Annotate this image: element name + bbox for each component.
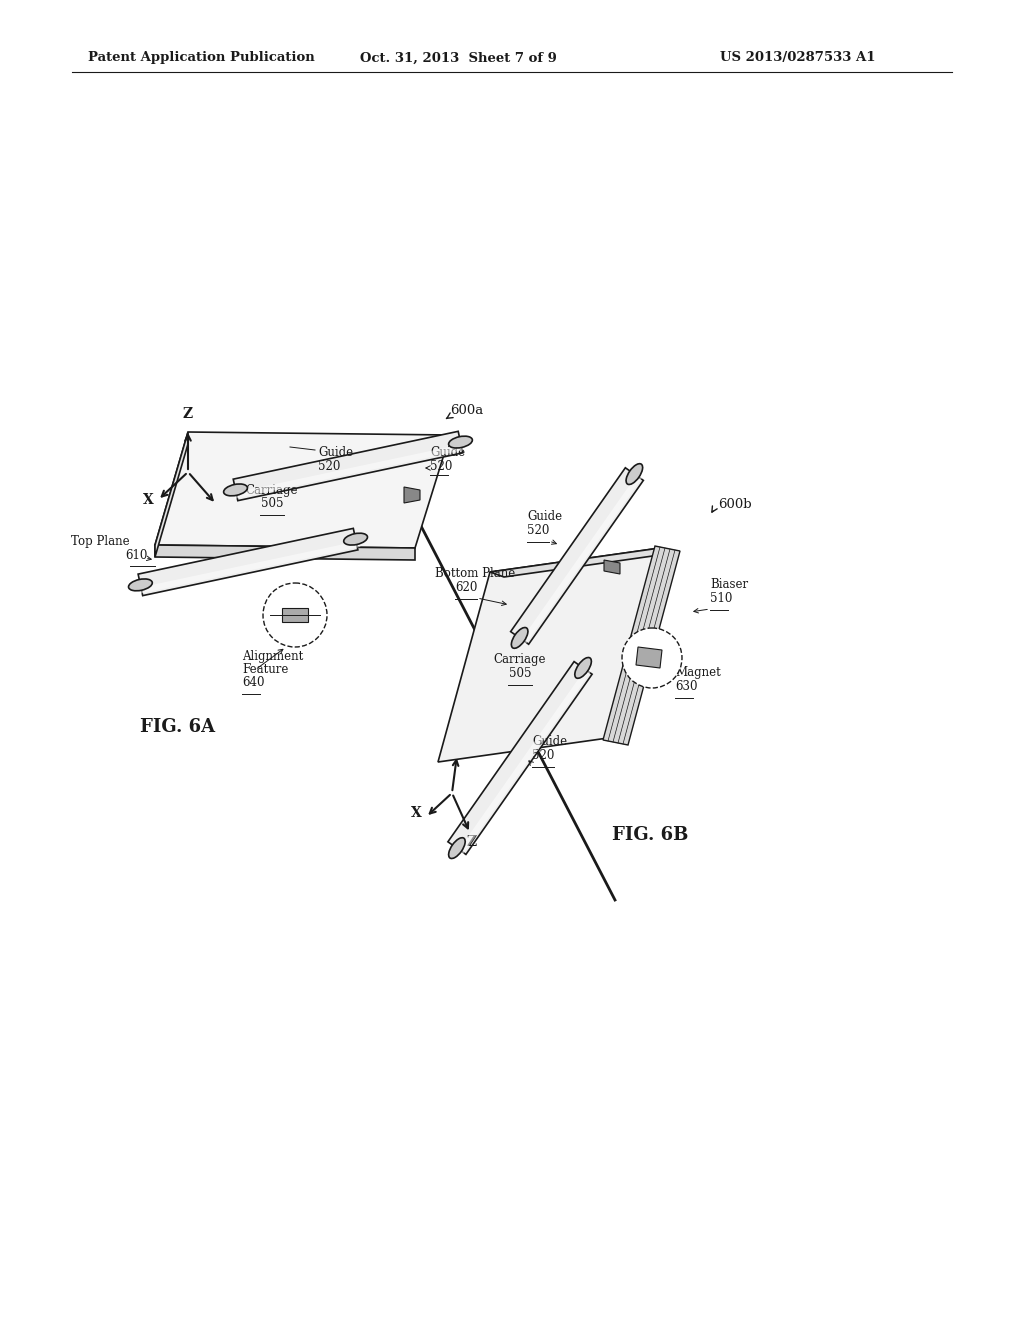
Polygon shape	[603, 546, 680, 744]
Text: Guide: Guide	[532, 735, 567, 748]
Polygon shape	[490, 548, 674, 577]
Text: 520: 520	[318, 461, 340, 474]
Text: Top Plane: Top Plane	[72, 535, 130, 548]
Polygon shape	[511, 467, 643, 644]
Text: 510: 510	[710, 591, 732, 605]
Ellipse shape	[449, 838, 465, 858]
Circle shape	[263, 583, 327, 647]
Polygon shape	[155, 432, 450, 548]
Text: Biaser: Biaser	[710, 578, 749, 591]
Text: 630: 630	[675, 680, 697, 693]
Polygon shape	[404, 487, 420, 503]
Text: Magnet: Magnet	[675, 667, 721, 678]
Polygon shape	[604, 560, 620, 574]
Ellipse shape	[626, 463, 643, 484]
Text: Patent Application Publication: Patent Application Publication	[88, 51, 314, 65]
Text: FIG. 6A: FIG. 6A	[140, 718, 216, 737]
Text: Z: Z	[183, 407, 194, 421]
Ellipse shape	[344, 533, 368, 545]
Text: 610: 610	[126, 549, 148, 562]
Text: 620: 620	[455, 581, 477, 594]
Text: 505: 505	[509, 667, 531, 680]
Text: 520: 520	[532, 748, 554, 762]
Text: Feature: Feature	[242, 663, 289, 676]
Text: 600b: 600b	[718, 498, 752, 511]
Polygon shape	[608, 548, 674, 743]
Text: 505: 505	[261, 498, 284, 510]
Ellipse shape	[511, 627, 528, 648]
Polygon shape	[155, 432, 188, 557]
Ellipse shape	[129, 579, 153, 591]
Ellipse shape	[223, 484, 248, 496]
Text: 600a: 600a	[450, 404, 483, 417]
Polygon shape	[438, 548, 660, 762]
Text: Z: Z	[467, 836, 477, 849]
Text: Carriage: Carriage	[246, 484, 298, 498]
Text: Guide: Guide	[430, 446, 465, 459]
Text: Alignment: Alignment	[242, 649, 303, 663]
Text: Guide: Guide	[527, 510, 562, 523]
Text: 520: 520	[430, 461, 453, 474]
Ellipse shape	[449, 436, 472, 447]
Polygon shape	[138, 528, 357, 595]
Text: 640: 640	[242, 676, 264, 689]
Text: Guide: Guide	[318, 446, 353, 459]
Text: Bottom Plane: Bottom Plane	[435, 568, 515, 579]
Text: Carriage: Carriage	[494, 653, 546, 667]
Text: X: X	[142, 492, 154, 507]
Polygon shape	[155, 545, 415, 560]
Ellipse shape	[574, 657, 592, 678]
Polygon shape	[636, 647, 662, 668]
Polygon shape	[282, 609, 308, 622]
Text: X: X	[411, 807, 421, 820]
Polygon shape	[233, 432, 463, 500]
Text: US 2013/0287533 A1: US 2013/0287533 A1	[720, 51, 876, 65]
Text: Oct. 31, 2013  Sheet 7 of 9: Oct. 31, 2013 Sheet 7 of 9	[360, 51, 557, 65]
Polygon shape	[447, 661, 592, 854]
Text: 520: 520	[527, 524, 549, 537]
Text: FIG. 6B: FIG. 6B	[611, 826, 688, 843]
Circle shape	[622, 628, 682, 688]
